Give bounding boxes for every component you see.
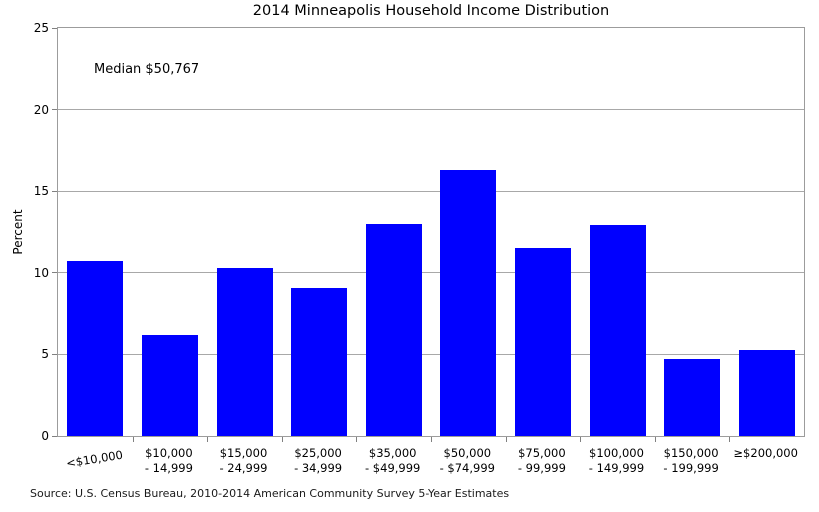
- xtick-mark-6: [505, 437, 507, 442]
- gridline-10: [58, 272, 804, 274]
- bar-1: [141, 334, 198, 436]
- gridline-20: [58, 109, 804, 111]
- bar-4: [365, 223, 422, 436]
- xtick-mark-7: [580, 437, 582, 442]
- xtick-label-5: $50,000 - $74,999: [439, 446, 495, 475]
- bar-7: [589, 225, 646, 436]
- gridline-15: [58, 190, 804, 192]
- ytick-mark-5: [52, 353, 57, 355]
- xtick-label-9: ≥$200,000: [733, 446, 798, 460]
- ytick-label-10: 10: [33, 265, 49, 280]
- ytick-mark-25: [52, 27, 57, 29]
- ytick-label-20: 20: [33, 102, 49, 117]
- source-note: Source: U.S. Census Bureau, 2010-2014 Am…: [30, 487, 510, 500]
- ytick-label-15: 15: [33, 184, 49, 199]
- ytick-label-5: 5: [41, 347, 49, 362]
- xtick-mark-3: [281, 437, 283, 442]
- xtick-label-8: $150,000 - 199,999: [663, 446, 719, 475]
- bar-9: [738, 349, 795, 436]
- xtick-mark-2: [207, 437, 209, 442]
- xtick-label-text: <$10,000: [64, 447, 124, 471]
- ytick-mark-10: [52, 272, 57, 274]
- gridline-5: [58, 353, 804, 355]
- ytick-label-0: 0: [41, 429, 49, 443]
- xtick-label-3: $25,000 - 34,999: [294, 446, 343, 475]
- xtick-label-4: $35,000 - $49,999: [365, 446, 421, 475]
- bar-6: [514, 248, 571, 436]
- ytick-mark-15: [52, 190, 57, 192]
- ytick-mark-20: [52, 109, 57, 111]
- plot-area: Median $50,767: [57, 27, 805, 437]
- median-annotation: Median $50,767: [94, 62, 200, 77]
- ytick-label-25: 25: [33, 21, 49, 35]
- bar-3: [291, 287, 348, 436]
- bar-5: [440, 169, 497, 436]
- xtick-mark-9: [729, 437, 731, 442]
- xtick-label-7: $100,000 - 149,999: [588, 446, 645, 475]
- bar-8: [664, 359, 721, 436]
- ytick-mark-0: [52, 435, 57, 437]
- xtick-label-2: $15,000 - 24,999: [219, 446, 268, 475]
- xtick-mark-8: [654, 437, 656, 442]
- xtick-mark-1: [132, 437, 134, 442]
- chart-title: 2014 Minneapolis Household Income Distri…: [252, 3, 610, 19]
- xtick-mark-4: [356, 437, 358, 442]
- xtick-label-6: $75,000 - 99,999: [517, 446, 566, 475]
- bar-2: [216, 267, 273, 436]
- xtick-label-1: $10,000 - 14,999: [144, 446, 193, 475]
- xtick-mark-5: [431, 437, 432, 442]
- bar-0: [67, 261, 124, 436]
